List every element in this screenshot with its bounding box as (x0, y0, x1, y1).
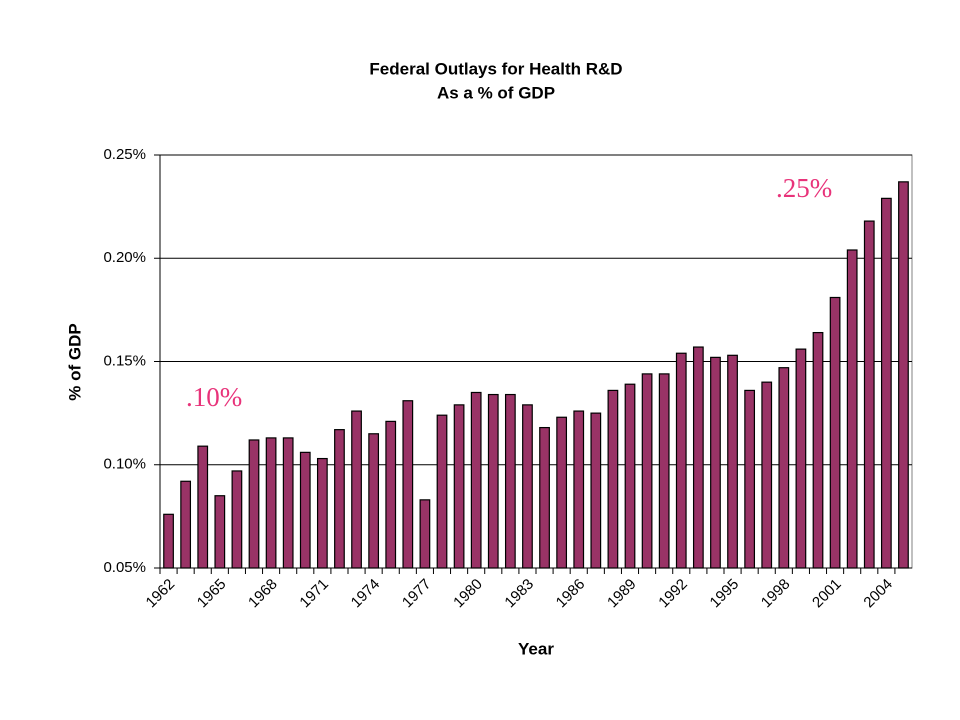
bar (316, 457, 328, 569)
bar (385, 420, 397, 569)
x-tick-label: 1968 (245, 576, 281, 612)
y-tick-label: 0.20% (103, 249, 146, 266)
x-tick-label: 1977 (399, 576, 435, 612)
bar (282, 437, 294, 569)
y-axis-label: % of GDP (65, 323, 84, 400)
bar (334, 429, 345, 569)
x-tick-label: 1992 (655, 576, 691, 612)
x-tick-label: 2004 (860, 576, 896, 612)
bar (880, 197, 892, 569)
bar (197, 445, 209, 569)
bar (351, 410, 362, 569)
bar (795, 348, 807, 569)
bar (214, 495, 226, 569)
bar (607, 389, 619, 569)
bar (863, 220, 875, 569)
bar (436, 414, 448, 569)
bar (727, 354, 738, 569)
x-tick-label: 1998 (758, 576, 794, 612)
bar (419, 499, 431, 569)
bar (624, 383, 636, 569)
bar (590, 412, 602, 569)
bar (248, 439, 260, 569)
bar (573, 410, 585, 569)
bar (778, 367, 790, 569)
x-tick-label: 1962 (143, 576, 179, 612)
x-tick-label: 1989 (604, 576, 640, 612)
y-tick-label: 0.10% (103, 456, 146, 473)
bar (163, 513, 174, 569)
x-tick-label: 1980 (450, 576, 486, 612)
chart-subtitle: As a % of GDP (437, 83, 555, 102)
bar (829, 296, 841, 569)
bar (710, 356, 721, 569)
bar (898, 181, 909, 569)
y-tick-label: 0.25% (103, 146, 146, 163)
x-tick-label: 1974 (348, 576, 384, 612)
bar (453, 404, 465, 569)
x-tick-label: 1971 (296, 576, 332, 612)
x-axis-label: Year (518, 639, 554, 658)
x-tick-label: 2001 (809, 576, 845, 612)
bar (846, 249, 858, 569)
annotation: .25% (776, 173, 832, 203)
bar (658, 373, 670, 569)
bar (402, 400, 414, 569)
bar (180, 480, 192, 569)
bar (556, 416, 568, 569)
bar (641, 373, 653, 569)
bar (470, 391, 482, 569)
bar (487, 393, 499, 569)
annotation: .10% (186, 382, 242, 412)
bar (675, 352, 687, 569)
bar (504, 393, 516, 569)
chart-title: Federal Outlays for Health R&D (369, 59, 622, 78)
bar (231, 470, 243, 569)
bar (692, 346, 704, 569)
bar (522, 404, 533, 569)
bar (761, 381, 773, 569)
bar (368, 433, 380, 569)
bar (539, 426, 550, 569)
x-tick-label: 1965 (194, 576, 230, 612)
y-tick-label: 0.15% (103, 352, 146, 369)
x-tick-label: 1986 (553, 576, 589, 612)
x-tick-label: 1983 (501, 576, 537, 612)
x-tick-label: 1995 (707, 576, 743, 612)
bar (812, 331, 824, 569)
y-tick-label: 0.05% (103, 559, 146, 576)
bar (299, 451, 311, 569)
bar (265, 437, 277, 569)
bar (744, 389, 756, 569)
